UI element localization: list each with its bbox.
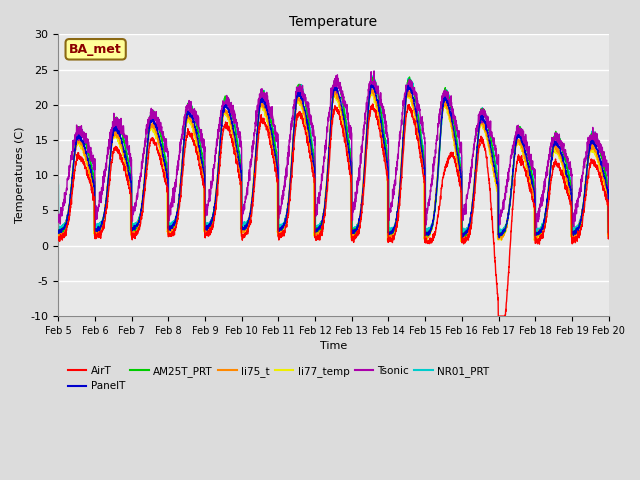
Legend: AirT, PanelT, AM25T_PRT, li75_t, li77_temp, Tsonic, NR01_PRT: AirT, PanelT, AM25T_PRT, li75_t, li77_te…	[63, 362, 493, 396]
Title: Temperature: Temperature	[289, 15, 378, 29]
X-axis label: Time: Time	[320, 341, 347, 351]
Y-axis label: Temperatures (C): Temperatures (C)	[15, 127, 25, 224]
Text: BA_met: BA_met	[69, 43, 122, 56]
